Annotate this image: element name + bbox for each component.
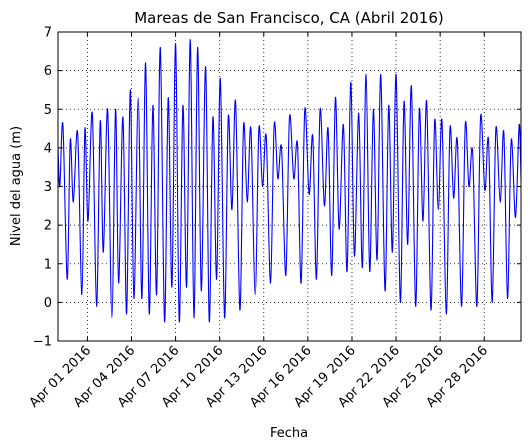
y-tick-label: 2 <box>44 219 52 234</box>
y-tick-label: 7 <box>44 26 52 41</box>
water-level-line <box>57 39 522 323</box>
chart-title: Mareas de San Francisco, CA (Abril 2016) <box>134 9 444 27</box>
series-layer <box>57 39 522 323</box>
y-axis: −1 0 1 2 3 4 5 6 7 <box>33 26 521 350</box>
y-tick-label: 0 <box>44 296 52 311</box>
x-axis-label: Fecha <box>270 426 308 441</box>
y-tick-label: 5 <box>44 103 52 118</box>
y-tick-label: 3 <box>44 180 52 195</box>
y-tick-label: −1 <box>33 335 52 350</box>
y-tick-label: 4 <box>44 141 52 156</box>
y-tick-label: 6 <box>44 64 52 79</box>
y-tick-label: 1 <box>44 257 52 272</box>
y-axis-label: Nivel del agua (m) <box>9 126 24 246</box>
